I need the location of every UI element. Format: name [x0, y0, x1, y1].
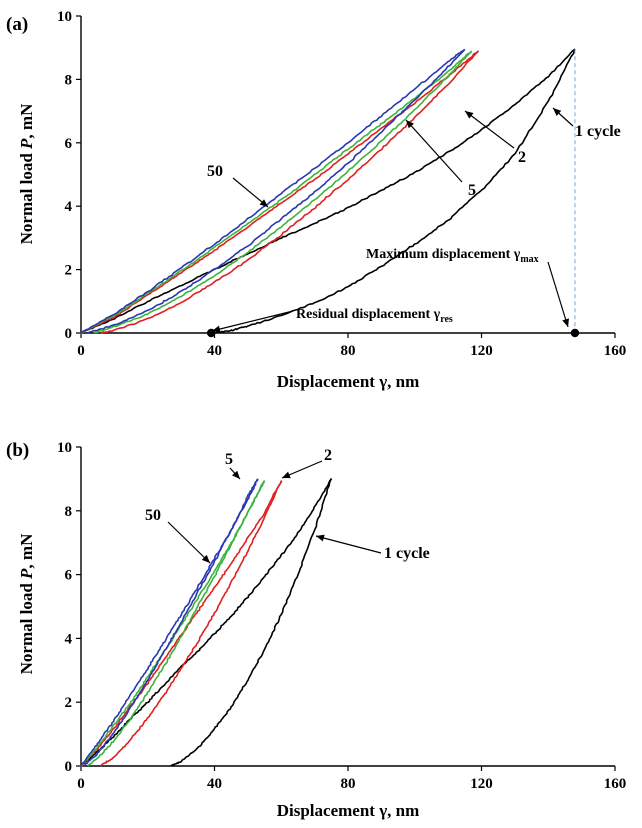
panel-a-x-axis-label: Displacement γ, nm: [277, 372, 420, 391]
y-tick-label: 8: [65, 504, 73, 520]
y-label-symbol: P: [17, 138, 36, 150]
arrow-cycle-50-head: [259, 199, 268, 207]
y-tick-label: 6: [65, 136, 73, 152]
y-tick-label: 4: [65, 199, 73, 215]
y-label-suffix: , mN: [17, 533, 36, 569]
series-4-loading-line: [80, 48, 466, 334]
arrow-cycle-1-head: [553, 108, 562, 116]
panel-b-y-axis-label: Normal load P, mN: [17, 533, 36, 674]
panel-b-x-axis-label: Displacement γ, nm: [277, 801, 420, 820]
arrow-cycle-50-head: [201, 554, 210, 563]
x-tick-label: 80: [341, 776, 356, 792]
panel-a-y-axis-label: Normal load P, mN: [17, 103, 36, 244]
arrow-max-displacement: [547, 261, 569, 328]
series-4-unloading-line: [83, 478, 259, 767]
annotation-cycle-5: 5: [225, 451, 233, 468]
arrow-cycle-1: [315, 535, 382, 554]
x-tick-label: 40: [207, 343, 222, 359]
y-tick-label: 2: [65, 695, 73, 711]
x-tick-label: 160: [604, 343, 627, 359]
y-label-symbol: P: [17, 568, 36, 580]
panel-b-annotations: 50 5 2 1 cycle: [145, 447, 430, 564]
series-2-loading-line: [80, 50, 479, 335]
max-displacement-marker: [570, 328, 580, 338]
annotation-cycle-5: 5: [468, 182, 476, 199]
series-1-unloading-line: [214, 48, 576, 334]
series-4-unloading-line: [87, 48, 466, 334]
arrow-residual-displacement: [211, 310, 294, 332]
series-3-unloading-line: [93, 50, 473, 334]
x-tick-label: 80: [341, 343, 356, 359]
x-tick-label: 120: [470, 343, 493, 359]
arrow-cycle-5-head: [232, 470, 240, 479]
panel-a: (a) 0 2 4 6 8 10 0 40 80 120 160 50 2 5 1 cycle Ma…: [6, 9, 626, 391]
annotation-cycle-1: 1 cycle: [575, 123, 621, 140]
arrow-residual-displacement-head: [212, 325, 221, 333]
series-2-unloading-line: [100, 50, 480, 334]
annotation-cycle-2: 2: [324, 447, 332, 464]
arrow-max-displacement-head: [562, 318, 569, 327]
y-tick-label: 10: [57, 440, 72, 456]
panel-b-axes: 0 2 4 6 8 10 0 40 80 120 160: [57, 440, 626, 792]
series-3-unloading-line: [87, 480, 265, 767]
annotation-max-sub: max: [520, 254, 538, 265]
arrow-cycle-5: [405, 119, 463, 183]
y-label-suffix: , mN: [17, 103, 36, 139]
series-1-unloading-line: [170, 478, 333, 767]
series-3-loading-line: [80, 480, 266, 767]
annotation-res-sub: res: [440, 314, 453, 325]
arrow-cycle-2-head: [465, 111, 474, 119]
y-tick-label: 4: [65, 631, 73, 647]
y-tick-label: 10: [57, 9, 72, 25]
y-label-prefix: Normal load: [17, 579, 36, 674]
annotation-res-text: Residual displacement γ: [296, 307, 441, 322]
x-tick-label: 160: [604, 776, 627, 792]
y-tick-label: 6: [65, 568, 73, 584]
annotation-cycle-2: 2: [518, 149, 526, 166]
panel-a-axes: 0 2 4 6 8 10 0 40 80 120 160: [57, 9, 626, 359]
series-3-loading-line: [80, 50, 473, 335]
series-4-loading-line: [80, 478, 259, 767]
annotation-cycle-50: 50: [207, 163, 223, 180]
panel-a-series: [80, 48, 576, 335]
x-tick-label: 40: [207, 776, 222, 792]
panel-b-label: (b): [6, 440, 29, 461]
arrow-cycle-50: [167, 521, 211, 564]
y-tick-label: 2: [65, 263, 73, 279]
annotation-cycle-1: 1 cycle: [384, 545, 430, 562]
series-2-unloading-line: [100, 480, 283, 767]
y-tick-label: 0: [65, 759, 73, 775]
y-label-prefix: Normal load: [17, 149, 36, 244]
arrow-cycle-5-head: [406, 120, 414, 129]
arrow-cycle-1-head: [316, 534, 325, 542]
annotation-max-displacement: Maximum displacement γmax: [366, 247, 539, 265]
panel-b: (b) 0 2 4 6 8 10 0 40 80 120 160 50 5 2 1 cycle Di…: [6, 440, 626, 820]
annotation-max-text: Maximum displacement γ: [366, 247, 521, 262]
panel-a-label: (a): [6, 14, 28, 35]
arrow-cycle-2: [464, 110, 515, 149]
x-tick-label: 0: [77, 776, 85, 792]
x-tick-label: 0: [77, 343, 85, 359]
panel-b-series: [80, 478, 333, 768]
annotation-residual-displacement: Residual displacement γres: [296, 307, 453, 325]
arrow-cycle-2-head: [282, 471, 291, 479]
y-tick-label: 0: [65, 326, 73, 342]
series-2-loading-line: [80, 480, 283, 768]
panel-a-annotations: 50 2 5 1 cycle Maximum displacement γmax…: [206, 49, 621, 338]
y-tick-label: 8: [65, 72, 73, 88]
series-1-loading-line: [80, 48, 576, 335]
x-tick-label: 120: [470, 776, 493, 792]
annotation-cycle-50: 50: [145, 507, 161, 524]
